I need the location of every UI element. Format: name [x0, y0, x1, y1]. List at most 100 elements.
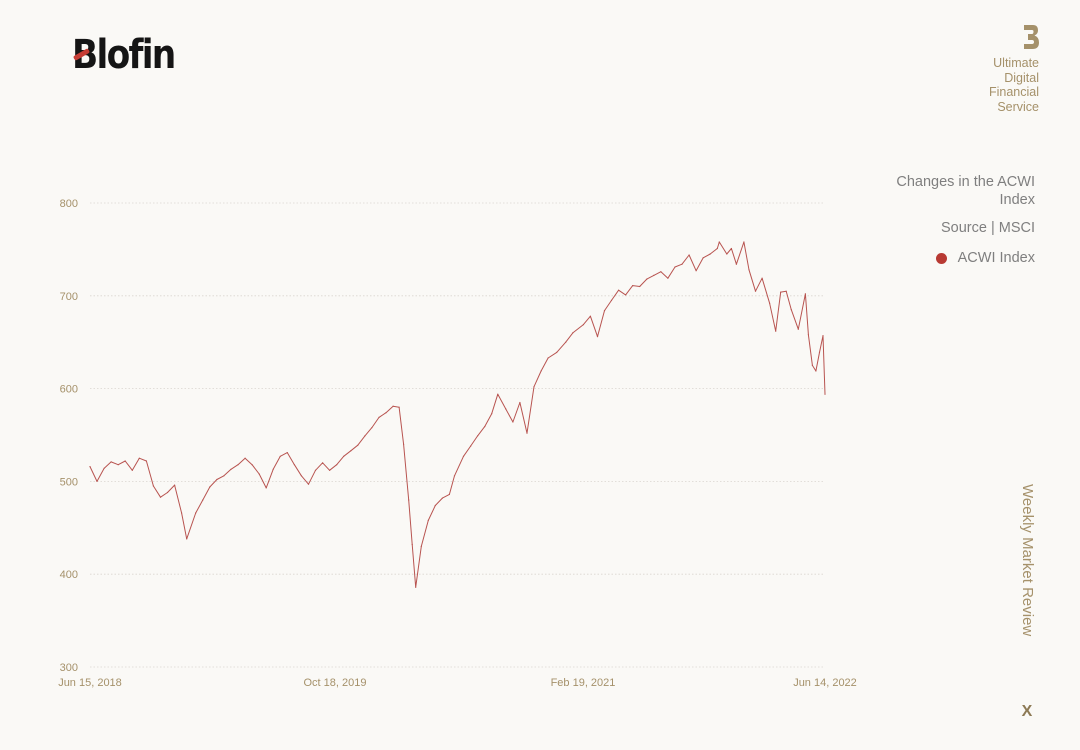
data-point: [181, 512, 183, 514]
data-point: [202, 499, 204, 501]
data-point: [453, 475, 456, 477]
data-point: [769, 302, 771, 304]
data-point: [582, 324, 585, 326]
data-point: [790, 309, 792, 311]
data-point: [408, 499, 410, 501]
data-point: [398, 406, 400, 408]
data-point: [434, 504, 436, 507]
data-point: [603, 310, 606, 312]
data-point: [470, 445, 472, 447]
data-point: [378, 416, 380, 418]
data-point: [230, 468, 232, 470]
brand-tagline: Ultimate Digital Financial Service: [989, 56, 1039, 114]
data-point: [307, 483, 310, 485]
data-point: [244, 457, 246, 459]
data-point: [797, 328, 799, 330]
data-point: [632, 285, 634, 287]
data-point: [415, 586, 417, 588]
data-point: [441, 497, 443, 499]
data-point: [209, 486, 211, 488]
data-point: [427, 519, 429, 522]
data-point: [186, 538, 188, 540]
data-point: [547, 357, 549, 359]
data-point: [392, 405, 394, 407]
data-point: [477, 435, 479, 437]
data-point: [735, 263, 738, 265]
data-point: [660, 271, 662, 273]
data-point: [145, 460, 147, 462]
x-tick-label: Jun 14, 2022: [793, 677, 857, 689]
data-point: [695, 270, 697, 272]
data-point: [811, 364, 814, 366]
data-point: [718, 241, 720, 243]
data-point: [565, 341, 567, 343]
data-point: [610, 299, 613, 301]
data-point: [343, 455, 345, 457]
legend-label: ACWI Index: [957, 250, 1035, 266]
data-point: [709, 253, 711, 255]
data-point: [748, 269, 750, 271]
brand-logo: Blofin: [72, 30, 192, 80]
data-point: [448, 493, 450, 495]
data-point: [505, 408, 507, 410]
data-point: [775, 330, 777, 332]
data-point: [730, 247, 733, 250]
data-point: [103, 467, 105, 469]
data-point: [754, 290, 757, 292]
x-tick-label: Jun 15, 2018: [58, 677, 122, 689]
data-point: [117, 464, 119, 466]
data-point: [195, 512, 197, 514]
data-point: [300, 475, 302, 477]
y-tick-label: 300: [60, 662, 78, 674]
data-point: [131, 469, 133, 471]
chart-title: Changes in the ACWI Index: [896, 174, 1035, 208]
data-point: [681, 263, 683, 265]
data-point: [371, 427, 373, 429]
data-point: [497, 393, 499, 395]
data-point: [653, 274, 655, 276]
data-point: [96, 480, 98, 482]
data-point: [216, 478, 218, 481]
data-point: [596, 336, 599, 338]
data-point: [818, 351, 821, 353]
legend-item-acwi: ACWI Index: [935, 249, 1035, 267]
data-point: [159, 496, 162, 498]
y-tick-label: 400: [60, 569, 78, 581]
series-line-acwi: [89, 241, 826, 588]
data-point: [519, 401, 521, 404]
data-point: [286, 452, 288, 454]
data-point: [815, 370, 817, 372]
data-point: [639, 285, 641, 288]
data-point: [526, 432, 528, 434]
data-point: [807, 334, 810, 336]
data-point: [272, 468, 274, 470]
y-tick-label: 800: [60, 198, 78, 210]
data-point: [822, 335, 824, 337]
close-button[interactable]: X: [1021, 703, 1033, 720]
chart-source: Source | MSCI: [940, 220, 1035, 236]
data-point: [761, 277, 763, 279]
y-tick-label: 700: [60, 291, 78, 303]
data-point: [556, 351, 558, 353]
data-point: [174, 484, 176, 486]
data-point: [237, 464, 239, 466]
data-point: [364, 435, 366, 437]
y-tick-label: 600: [60, 384, 78, 396]
data-point: [688, 254, 690, 256]
data-point: [279, 455, 281, 457]
data-point: [138, 457, 140, 459]
data-point: [572, 332, 574, 334]
data-point: [329, 469, 331, 471]
side-title: Weekly Market Review: [1019, 484, 1036, 637]
tagline-line: Service: [997, 99, 1039, 114]
data-point: [411, 543, 413, 546]
data-point: [166, 491, 169, 494]
data-point: [491, 413, 493, 415]
y-tick-label: 500: [60, 476, 78, 488]
data-point: [110, 461, 112, 463]
data-point: [420, 545, 422, 548]
data-point: [646, 278, 648, 280]
data-point: [702, 257, 704, 259]
data-point: [403, 443, 405, 445]
